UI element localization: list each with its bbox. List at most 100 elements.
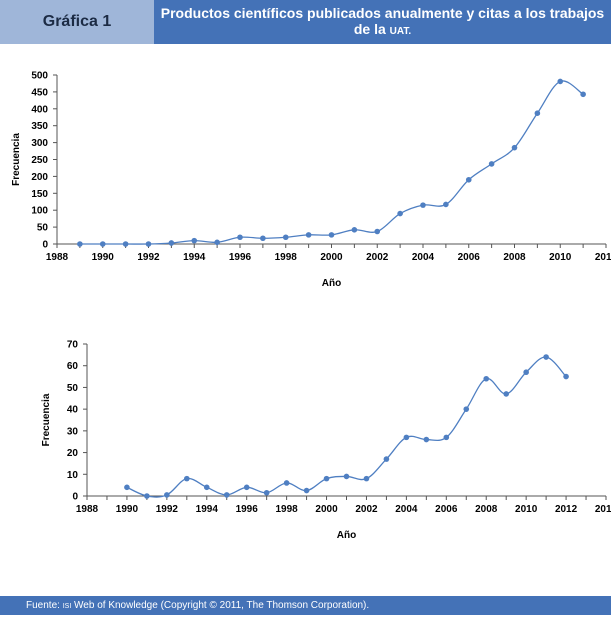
data-point — [557, 78, 564, 85]
y-tick-label: 0 — [72, 492, 78, 503]
data-point — [397, 210, 403, 217]
data-point — [488, 161, 495, 167]
data-point — [303, 487, 310, 494]
data-point — [145, 241, 152, 247]
source-footer: Fuente: ISI Web of Knowledge (Copyright … — [0, 596, 611, 615]
x-tick-label: 2010 — [515, 504, 538, 515]
data-point — [563, 373, 569, 380]
data-point — [374, 228, 381, 235]
data-point — [503, 391, 509, 397]
data-point — [203, 484, 210, 491]
x-tick-label: 2002 — [355, 504, 378, 515]
chart-citas: 0 10 20 30 40 50 60 70 1988 1990 1992 1994 1996 1998 2… — [41, 340, 611, 542]
x-tick-label: 2004 — [395, 504, 418, 515]
y-tick-label: 100 — [31, 206, 48, 217]
y-tick-label: 10 — [67, 470, 79, 481]
data-point — [543, 354, 549, 360]
data-point — [99, 241, 106, 247]
figure-title-line1: Productos científicos publicados anualme… — [160, 4, 605, 21]
y-axis-label: Frecuencia — [11, 133, 22, 186]
x-axis-label: Año — [337, 530, 356, 541]
data-point — [443, 201, 449, 208]
x-tick-label: 1992 — [156, 504, 179, 515]
y-tick-label: 300 — [31, 138, 48, 149]
data-point — [243, 484, 250, 491]
data-point — [420, 202, 426, 208]
y-tick-label: 400 — [31, 104, 48, 115]
data-point — [323, 475, 330, 482]
y-tick-label: 60 — [67, 361, 79, 372]
data-point — [511, 144, 518, 151]
y-axis-label: Frecuencia — [41, 393, 52, 446]
data-point — [283, 480, 290, 486]
x-tick-label: 1998 — [275, 252, 298, 263]
x-tick-label: 2000 — [320, 252, 343, 263]
data-point — [523, 369, 529, 376]
data-point — [124, 484, 130, 491]
data-point — [363, 475, 370, 482]
x-tick-label: 2008 — [475, 504, 498, 515]
data-point — [463, 406, 470, 412]
data-point — [168, 240, 175, 246]
y-tick-label: 450 — [31, 87, 48, 98]
data-point — [263, 489, 270, 496]
data-point — [223, 492, 230, 498]
data-point — [343, 473, 350, 480]
data-point — [483, 375, 490, 382]
figure-label: Gráfica 1 — [42, 13, 112, 30]
x-axis-label: Año — [322, 278, 341, 289]
data-point — [144, 493, 150, 499]
data-point — [191, 237, 198, 244]
figure-title-line2-text: de la — [353, 20, 386, 37]
y-tick-label: 30 — [67, 426, 79, 437]
x-tick-label: 1996 — [236, 504, 259, 515]
x-tick-label: 1990 — [116, 504, 139, 515]
data-point — [351, 227, 358, 233]
data-point — [443, 434, 450, 441]
x-tick-label: 1990 — [92, 252, 115, 263]
data-point — [214, 239, 220, 246]
footer-text: Web of Knowledge (Copyright © 2011, The … — [74, 600, 370, 611]
y-tick-label: 500 — [31, 71, 48, 82]
x-tick-label: 2012 — [555, 504, 578, 515]
data-point — [164, 492, 170, 498]
chart-productos-cientificos: 0 50 100 150 200 250 300 350 400 450 500 1988 1990 19… — [11, 71, 611, 290]
series-line — [79, 80, 584, 245]
header-bar: Gráfica 1 Productos científicos publicad… — [0, 0, 611, 44]
x-tick-label: 2004 — [412, 252, 435, 263]
data-point — [184, 475, 190, 482]
figure-title-line2: de la UAT. — [154, 21, 611, 40]
y-tick-label: 250 — [31, 155, 48, 166]
y-tick-label: 70 — [67, 340, 79, 351]
x-tick-label: 1994 — [183, 252, 206, 263]
y-tick-label: 0 — [42, 240, 48, 251]
data-point — [260, 235, 266, 242]
data-point — [237, 234, 243, 241]
x-tick-label: 1992 — [137, 252, 160, 263]
data-point — [403, 434, 410, 441]
data-point — [534, 110, 541, 116]
x-tick-label: 1998 — [275, 504, 298, 515]
data-point — [328, 232, 335, 238]
figure-title-uat: UAT. — [389, 25, 412, 37]
x-tick-label: 2000 — [315, 504, 338, 515]
y-tick-label: 150 — [31, 189, 48, 200]
footer-isi: ISI — [62, 603, 72, 610]
x-tick-label: 2006 — [458, 252, 481, 263]
data-point — [122, 241, 129, 247]
x-tick-label: 2014 — [595, 504, 611, 515]
y-tick-label: 40 — [67, 405, 79, 416]
y-tick-label: 350 — [31, 121, 48, 132]
x-tick-label: 2006 — [435, 504, 458, 515]
y-tick-label: 50 — [67, 383, 79, 394]
figure-label-box: Gráfica 1 — [0, 0, 154, 44]
x-tick-label: 1988 — [46, 252, 69, 263]
x-tick-label: 1994 — [196, 504, 219, 515]
x-tick-label: 1988 — [76, 504, 99, 515]
data-point — [383, 456, 390, 462]
x-tick-label: 2008 — [503, 252, 526, 263]
x-tick-label: 2012 — [595, 252, 611, 263]
data-point — [305, 232, 312, 238]
x-tick-label: 2002 — [366, 252, 389, 263]
y-tick-label: 200 — [31, 172, 48, 183]
